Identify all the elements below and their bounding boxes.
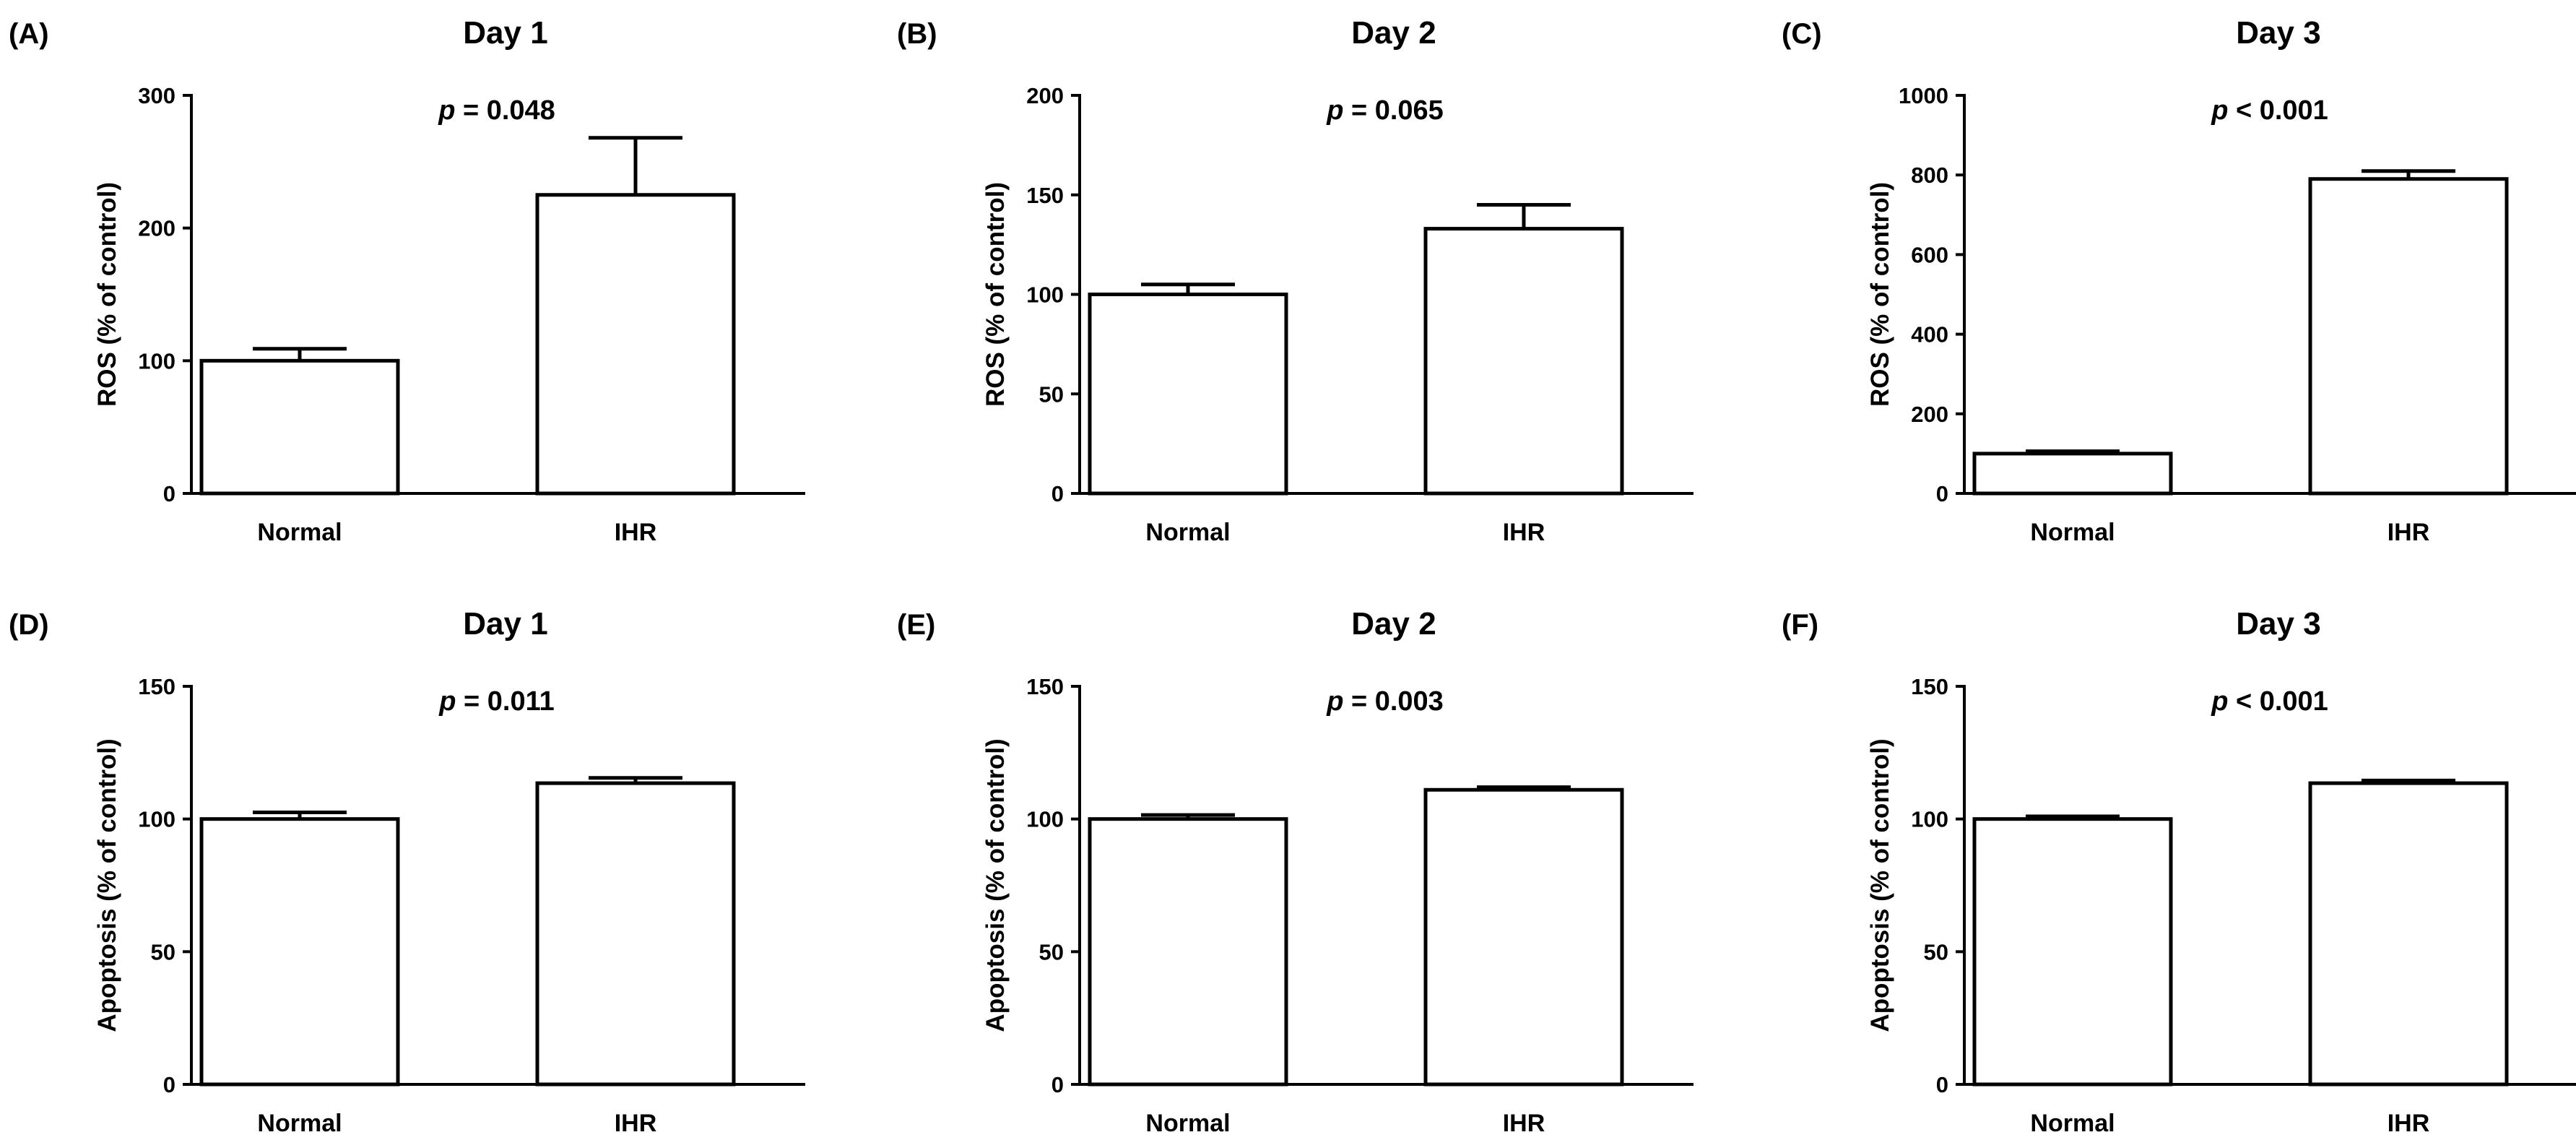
y-tick-label: 50 [1924,939,1948,964]
p-value-annotation: p = 0.065 [1326,95,1444,126]
bar-ihr [1423,227,1624,496]
p-value-text: = 0.065 [1343,95,1443,126]
y-axis-label: ROS (% of control) [93,182,121,407]
chart-title: Day 2 [1351,15,1436,51]
p-symbol: p [1326,686,1343,717]
x-tick-label: IHR [1503,1110,1545,1137]
chart-panel-4: (E) Day 2 p = 0.003 Apoptosis (% of control… [897,606,1694,1137]
p-symbol: p [438,686,456,717]
y-tick-label: 100 [138,807,175,832]
p-symbol: p [2211,686,2228,717]
y-tick-label: 0 [1936,481,1948,506]
y-tick-label: 0 [1936,1072,1948,1097]
p-value-text: < 0.001 [2228,686,2328,717]
panel-label: (C) [1782,18,1822,50]
chart-panel-1: (B) Day 2 p = 0.065 ROS (% of control) 0 50 10… [897,15,1694,546]
p-value-annotation: p < 0.001 [2211,95,2328,126]
chart-panel-5: (F) Day 3 p < 0.001 Apoptosis (% of control… [1782,606,2576,1137]
y-tick-label: 800 [1911,163,1948,188]
x-tick-label: IHR [2388,519,2430,546]
p-value-text: = 0.048 [455,95,555,126]
bar-normal [1972,817,2173,1087]
bar-ihr [2308,781,2509,1087]
bar-normal [1972,452,2173,496]
p-value-annotation: p = 0.011 [438,686,555,717]
x-tick-label: Normal [2030,1110,2115,1137]
x-tick-label: Normal [2030,519,2115,546]
p-value-text: < 0.001 [2228,95,2328,126]
y-tick-label: 0 [1051,481,1064,506]
y-tick-label: 200 [1026,83,1064,108]
y-tick-label: 600 [1911,242,1948,267]
y-tick-label: 50 [151,939,175,964]
p-symbol: p [2211,95,2228,126]
y-tick-label: 150 [1911,674,1948,699]
p-value-text: = 0.011 [456,686,554,717]
p-value-annotation: p = 0.003 [1326,686,1444,717]
y-tick-label: 0 [1051,1072,1064,1097]
bar-normal [1088,293,1288,496]
p-value-annotation: p = 0.048 [438,95,555,126]
panel-label: (E) [897,609,935,641]
panel-label: (A) [9,18,49,50]
x-tick-label: Normal [257,519,342,546]
chart-panel-2: (C) Day 3 p < 0.001 ROS (% of control) 0 200 4… [1782,15,2576,546]
y-tick-label: 1000 [1899,83,1948,108]
chart-title: Day 1 [463,15,547,51]
bar-normal [199,817,400,1087]
p-value-annotation: p < 0.001 [2211,686,2328,717]
chart-title: Day 2 [1351,606,1436,642]
p-symbol: p [1326,95,1343,126]
y-axis-label: Apoptosis (% of control) [981,738,1010,1032]
y-tick-label: 100 [1026,807,1064,832]
x-tick-label: IHR [615,1110,657,1137]
bar-ihr [1423,787,1624,1087]
y-tick-label: 200 [1911,402,1948,427]
x-tick-label: Normal [1145,1110,1230,1137]
x-tick-label: IHR [1503,519,1545,546]
p-symbol: p [438,95,455,126]
y-tick-label: 0 [163,1072,175,1097]
x-tick-label: Normal [1145,519,1230,546]
chart-panel-3: (D) Day 1 p = 0.011 Apoptosis (% of control… [9,606,805,1137]
y-axis-label: Apoptosis (% of control) [1866,738,1894,1032]
y-axis-label: Apoptosis (% of control) [93,738,121,1032]
x-tick-label: IHR [615,519,657,546]
chart-title: Day 3 [2236,15,2320,51]
x-tick-label: Normal [257,1110,342,1137]
y-tick-label: 100 [1911,807,1948,832]
y-tick-label: 0 [163,481,175,506]
y-tick-label: 50 [1039,381,1064,407]
y-axis-label: ROS (% of control) [981,182,1010,407]
chart-title: Day 3 [2236,606,2320,642]
chart-title: Day 1 [463,606,547,642]
panel-label: (B) [897,18,937,50]
y-tick-label: 150 [138,674,175,699]
y-tick-label: 100 [138,348,175,373]
y-axis-label: ROS (% of control) [1866,182,1894,407]
y-tick-label: 150 [1026,674,1064,699]
bar-ihr [2308,177,2509,496]
y-tick-label: 100 [1026,282,1064,308]
bar-ihr [535,193,736,496]
bar-ihr [535,781,736,1087]
chart-panel-0: (A) Day 1 p = 0.048 ROS (% of control) 0 100 2… [9,15,805,546]
y-tick-label: 50 [1039,939,1064,964]
panel-label: (F) [1782,609,1818,641]
bar-normal [199,358,400,496]
panel-label: (D) [9,609,49,641]
x-tick-label: IHR [2388,1110,2430,1137]
p-value-text: = 0.003 [1343,686,1443,717]
y-tick-label: 150 [1026,183,1064,208]
y-tick-label: 300 [138,83,175,108]
y-tick-label: 400 [1911,322,1948,347]
y-tick-label: 200 [138,216,175,241]
bar-normal [1088,817,1288,1087]
